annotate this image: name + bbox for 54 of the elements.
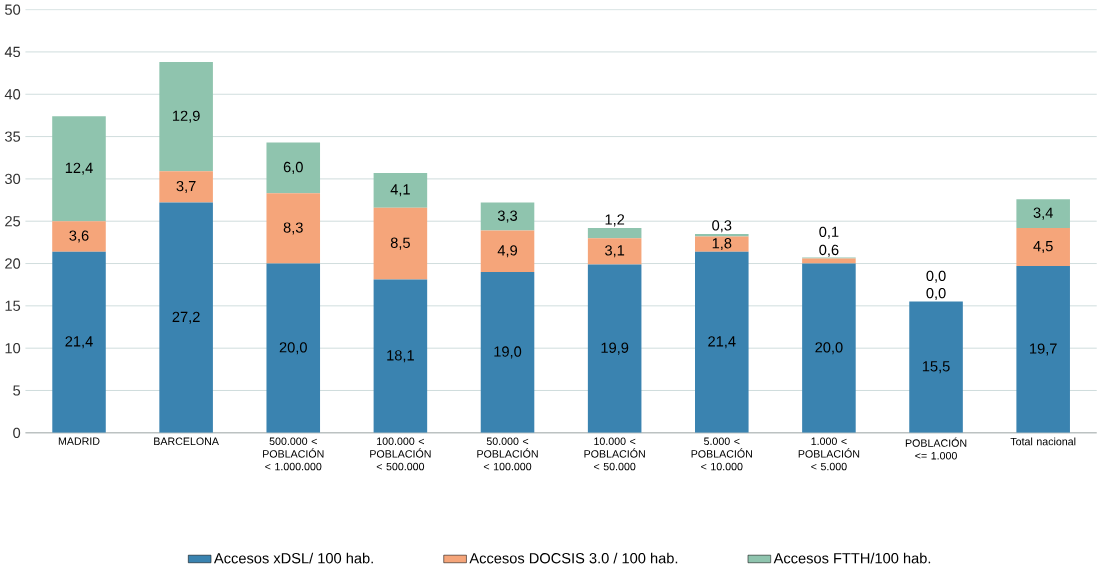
x-tick-label: BARCELONA bbox=[154, 437, 219, 446]
y-tick-label: 5 bbox=[13, 385, 21, 396]
x-tick-label: 100.000 < POBLACIÓN < 500.000 bbox=[370, 437, 431, 471]
legend-label: Accesos xDSL/ 100 hab. bbox=[213, 552, 373, 564]
y-tick-label: 45 bbox=[4, 47, 21, 58]
y-tick-label: 10 bbox=[5, 343, 21, 354]
data-label: 0,1 bbox=[819, 226, 839, 239]
x-tick-label: 500.000 < POBLACIÓN < 1.000.000 bbox=[263, 437, 324, 471]
data-label: 8,5 bbox=[390, 237, 410, 250]
y-tick-label: 0 bbox=[13, 427, 21, 439]
data-label: 0,3 bbox=[712, 220, 732, 233]
y-tick-label: 35 bbox=[5, 131, 21, 142]
data-label: 4,9 bbox=[497, 245, 518, 258]
data-label: 20,0 bbox=[815, 342, 843, 355]
y-tick-label: 40 bbox=[4, 89, 21, 100]
data-label: 0,0 bbox=[926, 288, 946, 301]
data-label: 12,9 bbox=[172, 110, 200, 123]
data-label: 6,0 bbox=[283, 162, 303, 175]
data-label: 20,0 bbox=[279, 342, 307, 355]
data-label: 21,4 bbox=[65, 336, 93, 349]
data-label: 3,1 bbox=[605, 245, 625, 258]
data-label: 19,0 bbox=[494, 346, 522, 359]
y-tick-label: 50 bbox=[5, 4, 21, 15]
data-label: 21,4 bbox=[708, 336, 736, 349]
x-tick-label: Total nacional bbox=[1010, 437, 1076, 446]
legend-label: Accesos FTTH/100 hab. bbox=[773, 552, 931, 564]
legend-label: Accesos DOCSIS 3.0 / 100 hab. bbox=[469, 552, 678, 564]
y-tick-label: 30 bbox=[5, 173, 21, 185]
data-label: 3,6 bbox=[69, 230, 89, 243]
data-label: 1,8 bbox=[712, 238, 732, 251]
data-label: 12,4 bbox=[65, 162, 93, 175]
x-tick-label: 1.000 < POBLACIÓN < 5.000 bbox=[798, 437, 860, 471]
data-label: 15,5 bbox=[922, 361, 950, 374]
data-label: 19,9 bbox=[601, 342, 629, 355]
data-label: 8,3 bbox=[283, 222, 303, 235]
data-label: 3,7 bbox=[176, 181, 196, 194]
x-tick-label: 10.000 < POBLACIÓN < 50.000 bbox=[584, 437, 645, 471]
data-label: 0,0 bbox=[926, 270, 946, 283]
data-label: 3,3 bbox=[497, 210, 518, 223]
x-tick-label: MADRID bbox=[58, 437, 100, 446]
data-label: 18,1 bbox=[387, 350, 414, 363]
x-tick-label: 5.000 < POBLACIÓN < 10.000 bbox=[691, 437, 752, 471]
y-tick-label: 20 bbox=[5, 258, 21, 269]
x-tick-label: 50.000 < POBLACIÓN < 100.000 bbox=[477, 437, 538, 471]
data-label: 4,1 bbox=[390, 184, 410, 197]
data-label: 3,4 bbox=[1033, 207, 1053, 220]
data-label: 27,2 bbox=[172, 311, 200, 324]
data-label: 4,5 bbox=[1033, 241, 1053, 254]
y-tick-label: 15 bbox=[5, 300, 21, 312]
data-label: 0,6 bbox=[819, 244, 839, 258]
data-label: 1,2 bbox=[605, 214, 625, 227]
x-tick-label: POBLACIÓN <= 1.000 bbox=[905, 437, 967, 460]
y-tick-label: 25 bbox=[5, 216, 21, 227]
data-label: 19,7 bbox=[1030, 343, 1057, 356]
